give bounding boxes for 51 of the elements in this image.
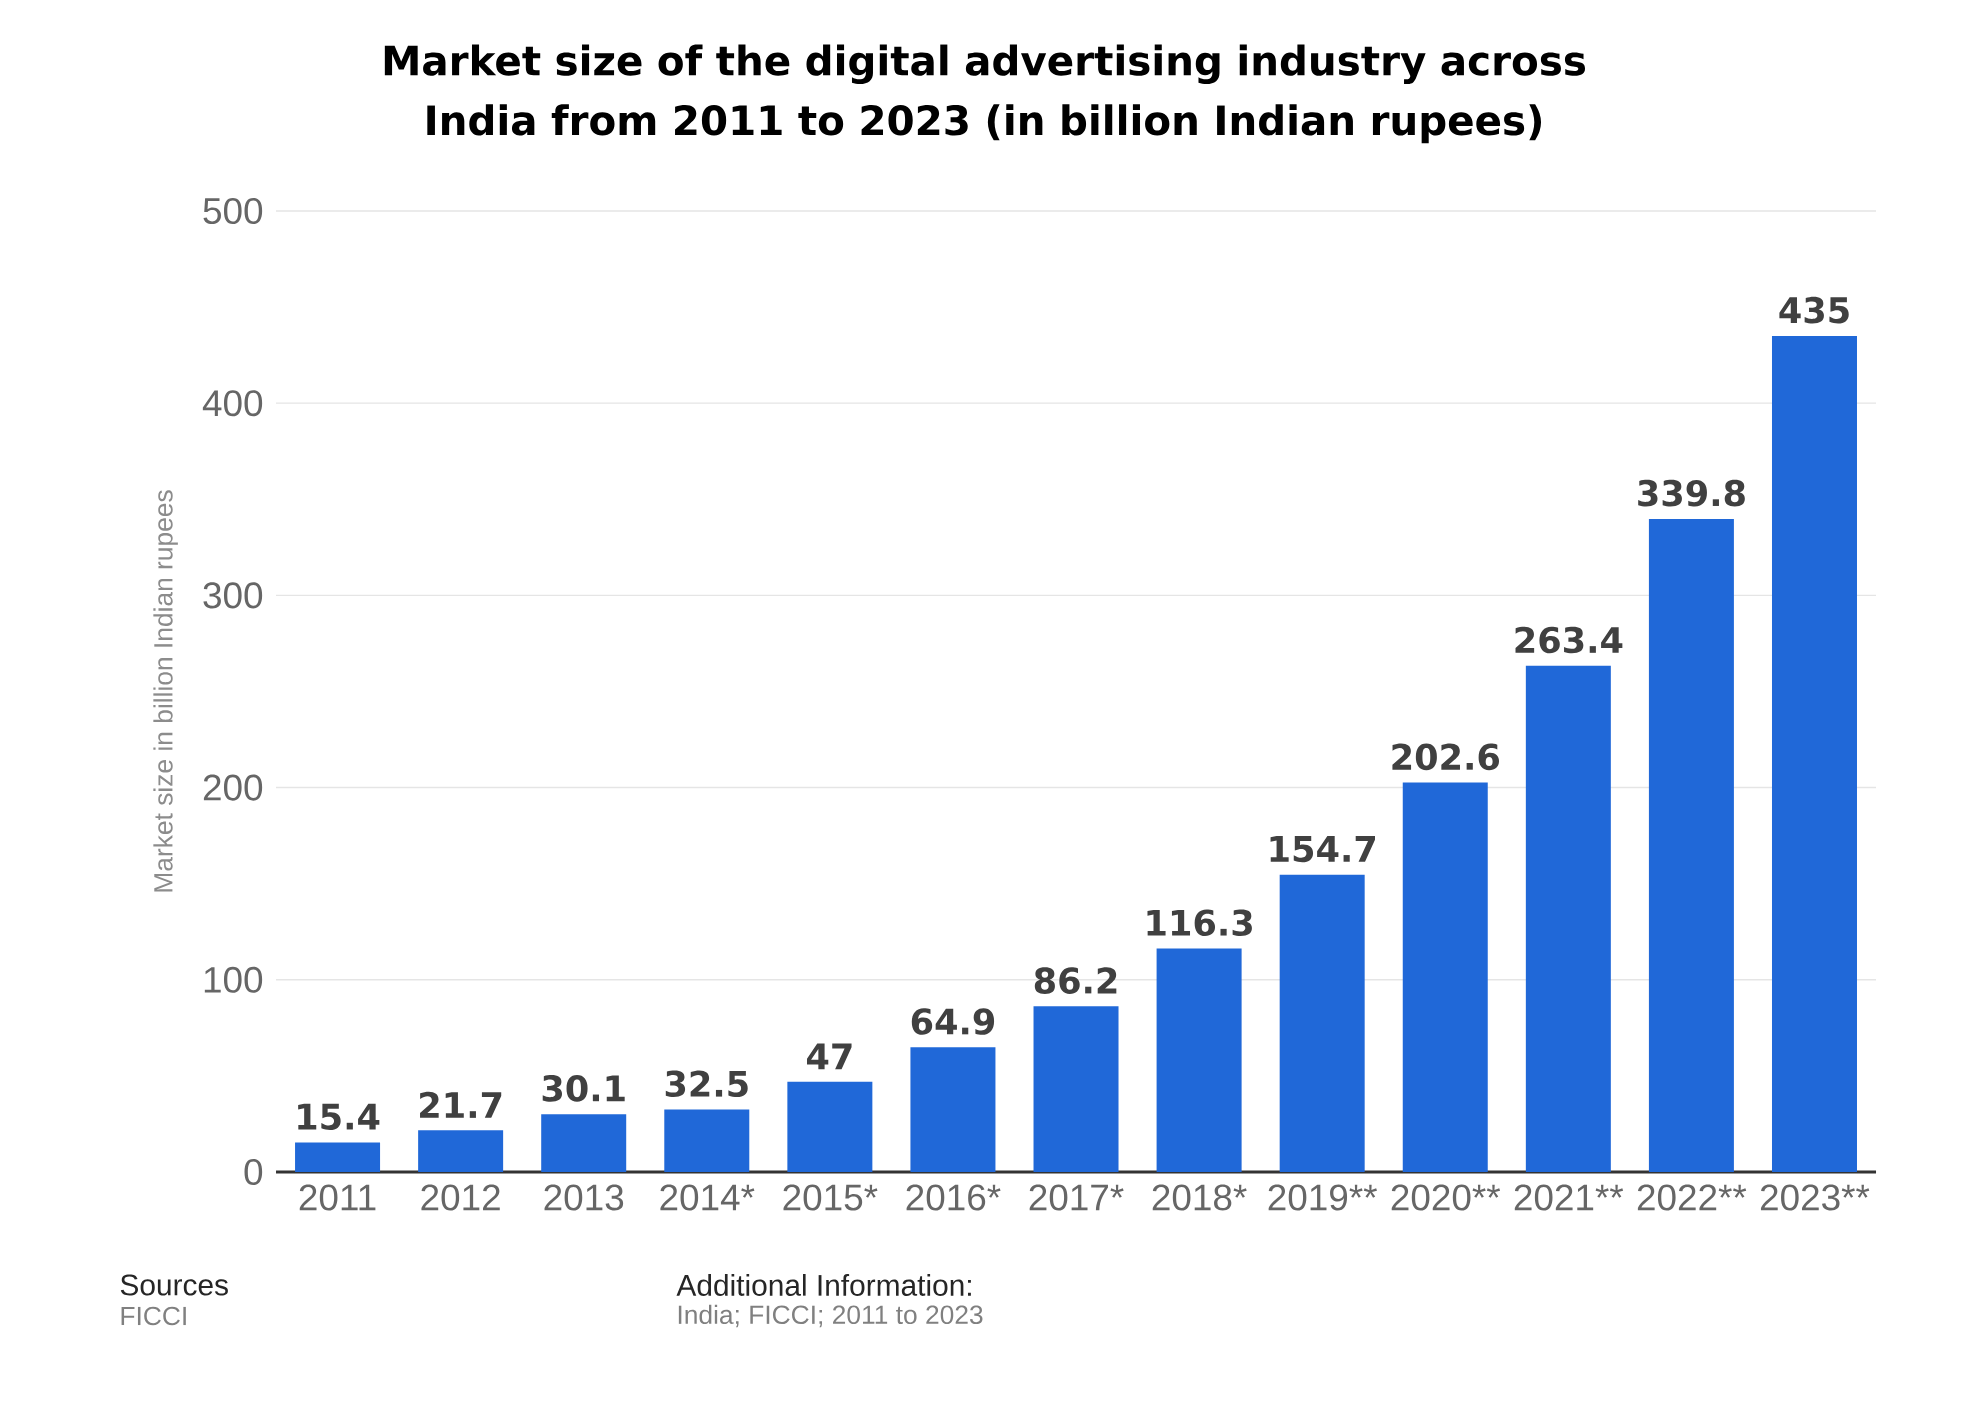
bar <box>1402 782 1488 1172</box>
data-label: 263.4 <box>1515 626 1623 654</box>
bar <box>295 1142 381 1172</box>
x-tick-label: 2014* <box>660 1184 755 1211</box>
data-label: 116.3 <box>1147 909 1252 937</box>
y-tick-label: 200 <box>203 774 263 801</box>
bar <box>664 1109 750 1172</box>
bar <box>1156 948 1242 1172</box>
bar <box>1033 1006 1119 1172</box>
chart-title: Market size of the digital advertising industry across India from 2011 to 2023 (in billion Indian rupees) <box>384 44 1585 144</box>
bar <box>1648 518 1734 1172</box>
bar <box>418 1130 504 1172</box>
data-label: 30.1 <box>542 1075 625 1102</box>
bar <box>1279 874 1365 1172</box>
x-tick-label: 2011 <box>299 1184 376 1211</box>
text: India; FICCI; 2011 to 2023 <box>678 1304 983 1328</box>
y-tick-label: 400 <box>202 390 263 417</box>
x-tick-label: 2018* <box>1152 1184 1247 1211</box>
data-label: 202.6 <box>1392 743 1500 771</box>
data-label: 435 <box>1779 296 1849 324</box>
x-tick-label: 2015* <box>783 1184 878 1211</box>
data-label: 86.2 <box>1034 967 1117 994</box>
x-tick-label: 2022** <box>1637 1184 1747 1211</box>
y-tick-label: 0 <box>244 1158 263 1186</box>
x-tick-label: 2023** <box>1760 1184 1870 1211</box>
y-tick-label: 500 <box>203 197 263 225</box>
data-label: 339.8 <box>1638 479 1745 507</box>
x-tick-label: 2016* <box>906 1184 1001 1211</box>
x-tick-label: 2020** <box>1391 1184 1501 1211</box>
bar <box>1525 665 1611 1172</box>
x-tick-label: 2017* <box>1029 1184 1124 1211</box>
x-tick-label: 2013 <box>544 1184 624 1211</box>
bar <box>910 1047 996 1172</box>
y-tick-label: 100 <box>204 966 263 993</box>
text: FICCI <box>121 1306 186 1326</box>
data-label: 32.5 <box>665 1070 748 1098</box>
data-label: 64.9 <box>911 1008 995 1035</box>
bar <box>1771 335 1857 1172</box>
data-label: 154.7 <box>1270 836 1375 863</box>
y-axis-title: Market size in billion Indian rupees <box>153 490 178 892</box>
y-tick-label: 300 <box>203 582 263 609</box>
data-label: 15.4 <box>298 1103 380 1130</box>
x-tick-label: 2021** <box>1514 1184 1624 1211</box>
bar <box>787 1081 873 1172</box>
bar <box>541 1114 627 1172</box>
x-tick-label: 2019** <box>1268 1184 1377 1211</box>
x-tick-label: 2012 <box>421 1184 500 1211</box>
text: Sources <box>120 1274 228 1296</box>
data-label: 47 <box>807 1043 852 1070</box>
data-label: 21.7 <box>420 1091 502 1118</box>
text: Additional Information: <box>676 1274 971 1296</box>
